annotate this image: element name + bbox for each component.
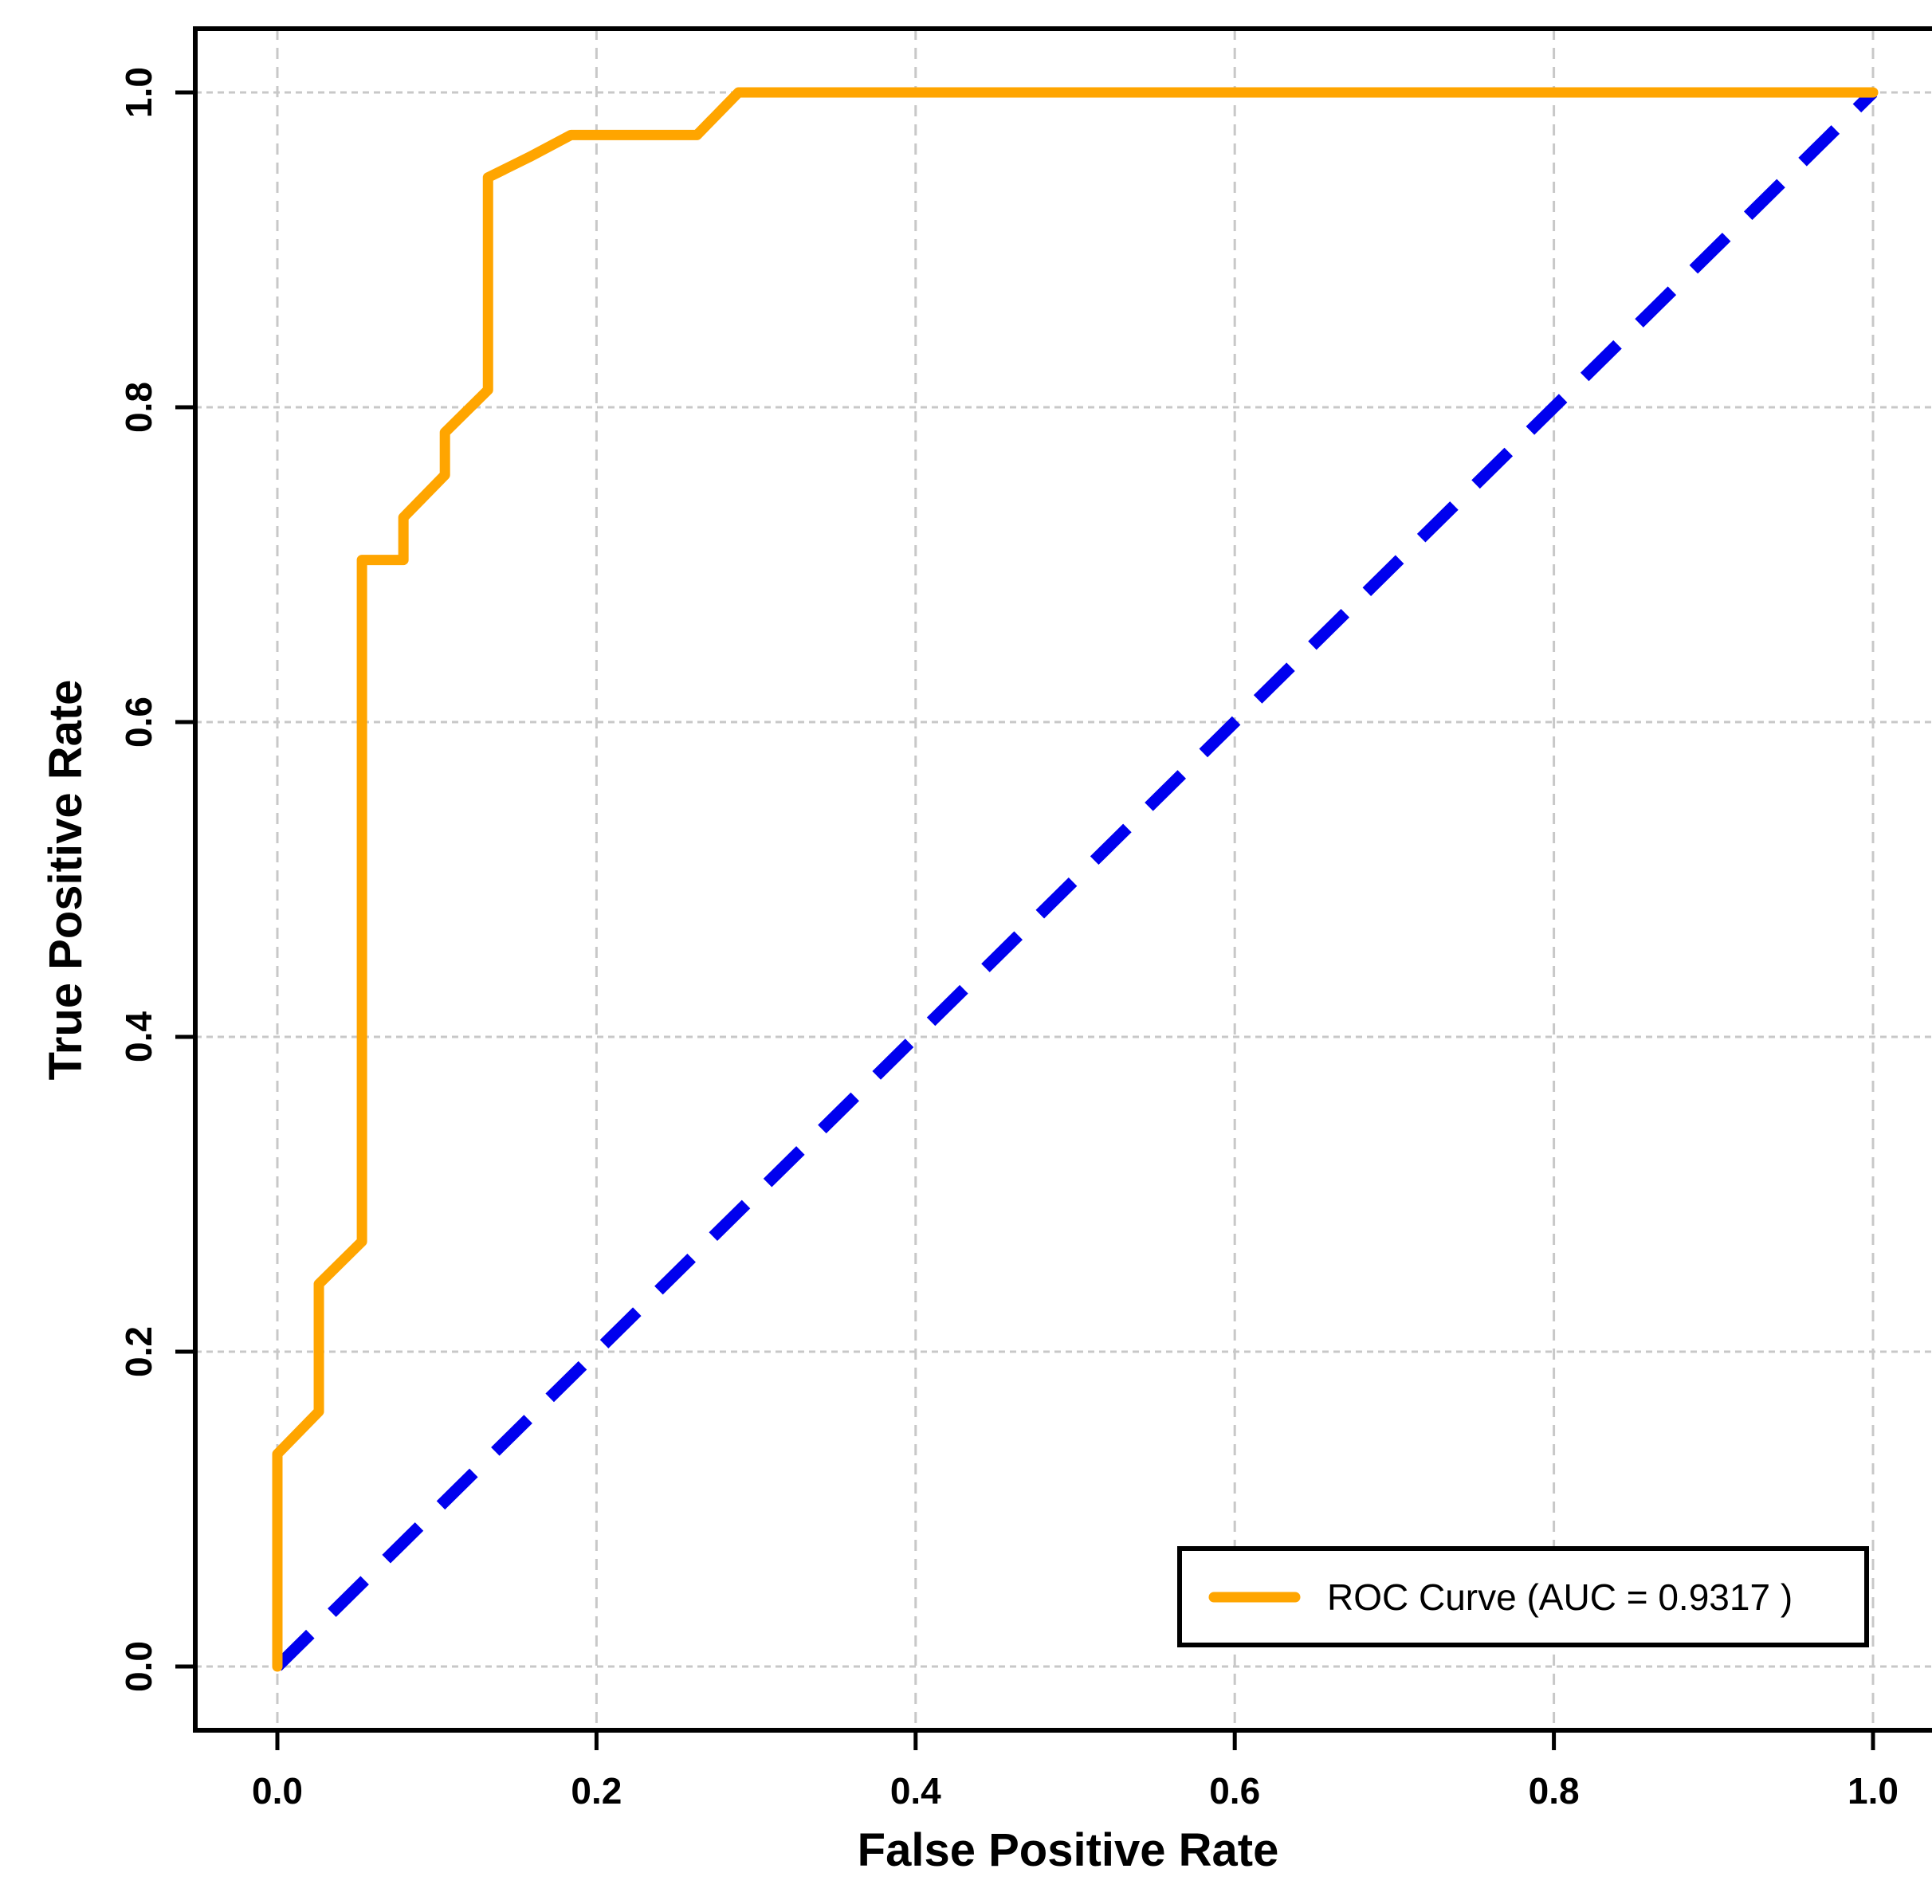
axis-ticks bbox=[175, 90, 1875, 1750]
x-tick-label: 0.4 bbox=[890, 1770, 941, 1812]
chance-diagonal-line bbox=[273, 88, 1878, 1671]
x-axis-title: False Positive Rate bbox=[858, 1824, 1279, 1876]
x-tick-label: 0.2 bbox=[571, 1770, 622, 1812]
y-tick-label: 0.8 bbox=[118, 382, 159, 433]
gridlines bbox=[195, 29, 1932, 1730]
y-tick-label: 1.0 bbox=[118, 67, 159, 118]
legend: ROC Curve (AUC = 0.9317 ) bbox=[1177, 1546, 1869, 1647]
x-tick-label: 0.8 bbox=[1529, 1770, 1580, 1812]
roc-chart-svg: 0.0 0.2 0.4 0.6 0.8 1.0 0.0 0.2 0.4 0.6 0.8 1.0 Fal… bbox=[40, 26, 1932, 1876]
y-tick-label: 0.2 bbox=[118, 1326, 159, 1377]
x-tick-label: 0.6 bbox=[1209, 1770, 1260, 1812]
y-axis-title: True Positive Rate bbox=[40, 680, 92, 1081]
axis-tick-labels: 0.0 0.2 0.4 0.6 0.8 1.0 0.0 0.2 0.4 0.6 0.8 1.0 bbox=[118, 67, 1899, 1812]
roc-curve-line bbox=[272, 87, 1879, 1672]
data-series bbox=[272, 87, 1879, 1672]
x-tick-label: 1.0 bbox=[1848, 1770, 1899, 1812]
y-tick-label: 0.0 bbox=[118, 1641, 159, 1692]
x-tick-label: 0.0 bbox=[252, 1770, 303, 1812]
roc-chart-figure: 0.0 0.2 0.4 0.6 0.8 1.0 0.0 0.2 0.4 0.6 0.8 1.0 Fal… bbox=[32, 13, 1932, 1891]
y-tick-label: 0.4 bbox=[118, 1011, 159, 1062]
y-tick-label: 0.6 bbox=[118, 697, 159, 748]
plot-border bbox=[193, 26, 1932, 1733]
legend-label: ROC Curve (AUC = 0.9317 ) bbox=[1327, 1576, 1793, 1618]
